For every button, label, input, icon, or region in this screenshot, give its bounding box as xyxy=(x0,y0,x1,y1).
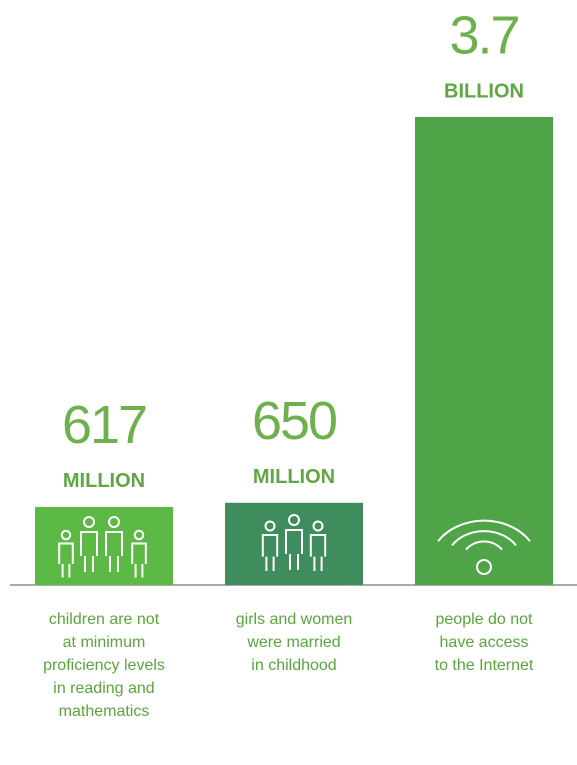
category-label: people do not xyxy=(436,611,534,628)
icon-wifi-arc xyxy=(451,530,517,547)
unit-label: BILLION xyxy=(444,80,524,102)
category-label: proficiency levels xyxy=(43,657,165,674)
category-label: to the Internet xyxy=(435,657,534,674)
category-label: children are not xyxy=(49,611,160,628)
value-label: 3.7 xyxy=(449,5,518,65)
category-label: girls and women xyxy=(236,611,353,628)
unit-label: MILLION xyxy=(253,466,335,488)
bar xyxy=(225,502,363,585)
unit-label: MILLION xyxy=(63,470,145,492)
icon-head xyxy=(133,529,145,541)
icons xyxy=(58,514,531,578)
bar xyxy=(415,117,553,585)
category-label: have access xyxy=(440,634,529,651)
icon-body xyxy=(309,534,327,571)
icon-body xyxy=(80,531,98,572)
category-label: mathematics xyxy=(59,703,150,720)
icon-wifi-arc xyxy=(465,540,503,551)
icon-body xyxy=(285,529,303,570)
icon-wifi-dot xyxy=(476,559,492,575)
value-label: 617 xyxy=(62,395,146,455)
icon-body xyxy=(131,542,147,578)
icon-head xyxy=(83,516,95,528)
category-label: in childhood xyxy=(251,657,336,674)
icon-head xyxy=(312,520,324,532)
value-label: 650 xyxy=(252,391,336,451)
icon-body xyxy=(105,531,123,572)
icon-body xyxy=(261,534,279,571)
icon-head xyxy=(108,516,120,528)
icon-head xyxy=(288,514,300,526)
icon-head xyxy=(60,529,72,541)
bar xyxy=(35,506,173,585)
category-label: were married xyxy=(246,634,340,651)
icon-head xyxy=(264,520,276,532)
icon-body xyxy=(58,542,74,578)
icon-wifi-arc xyxy=(437,519,531,542)
category-label: in reading and xyxy=(53,680,154,697)
category-label: at minimum xyxy=(63,634,146,651)
